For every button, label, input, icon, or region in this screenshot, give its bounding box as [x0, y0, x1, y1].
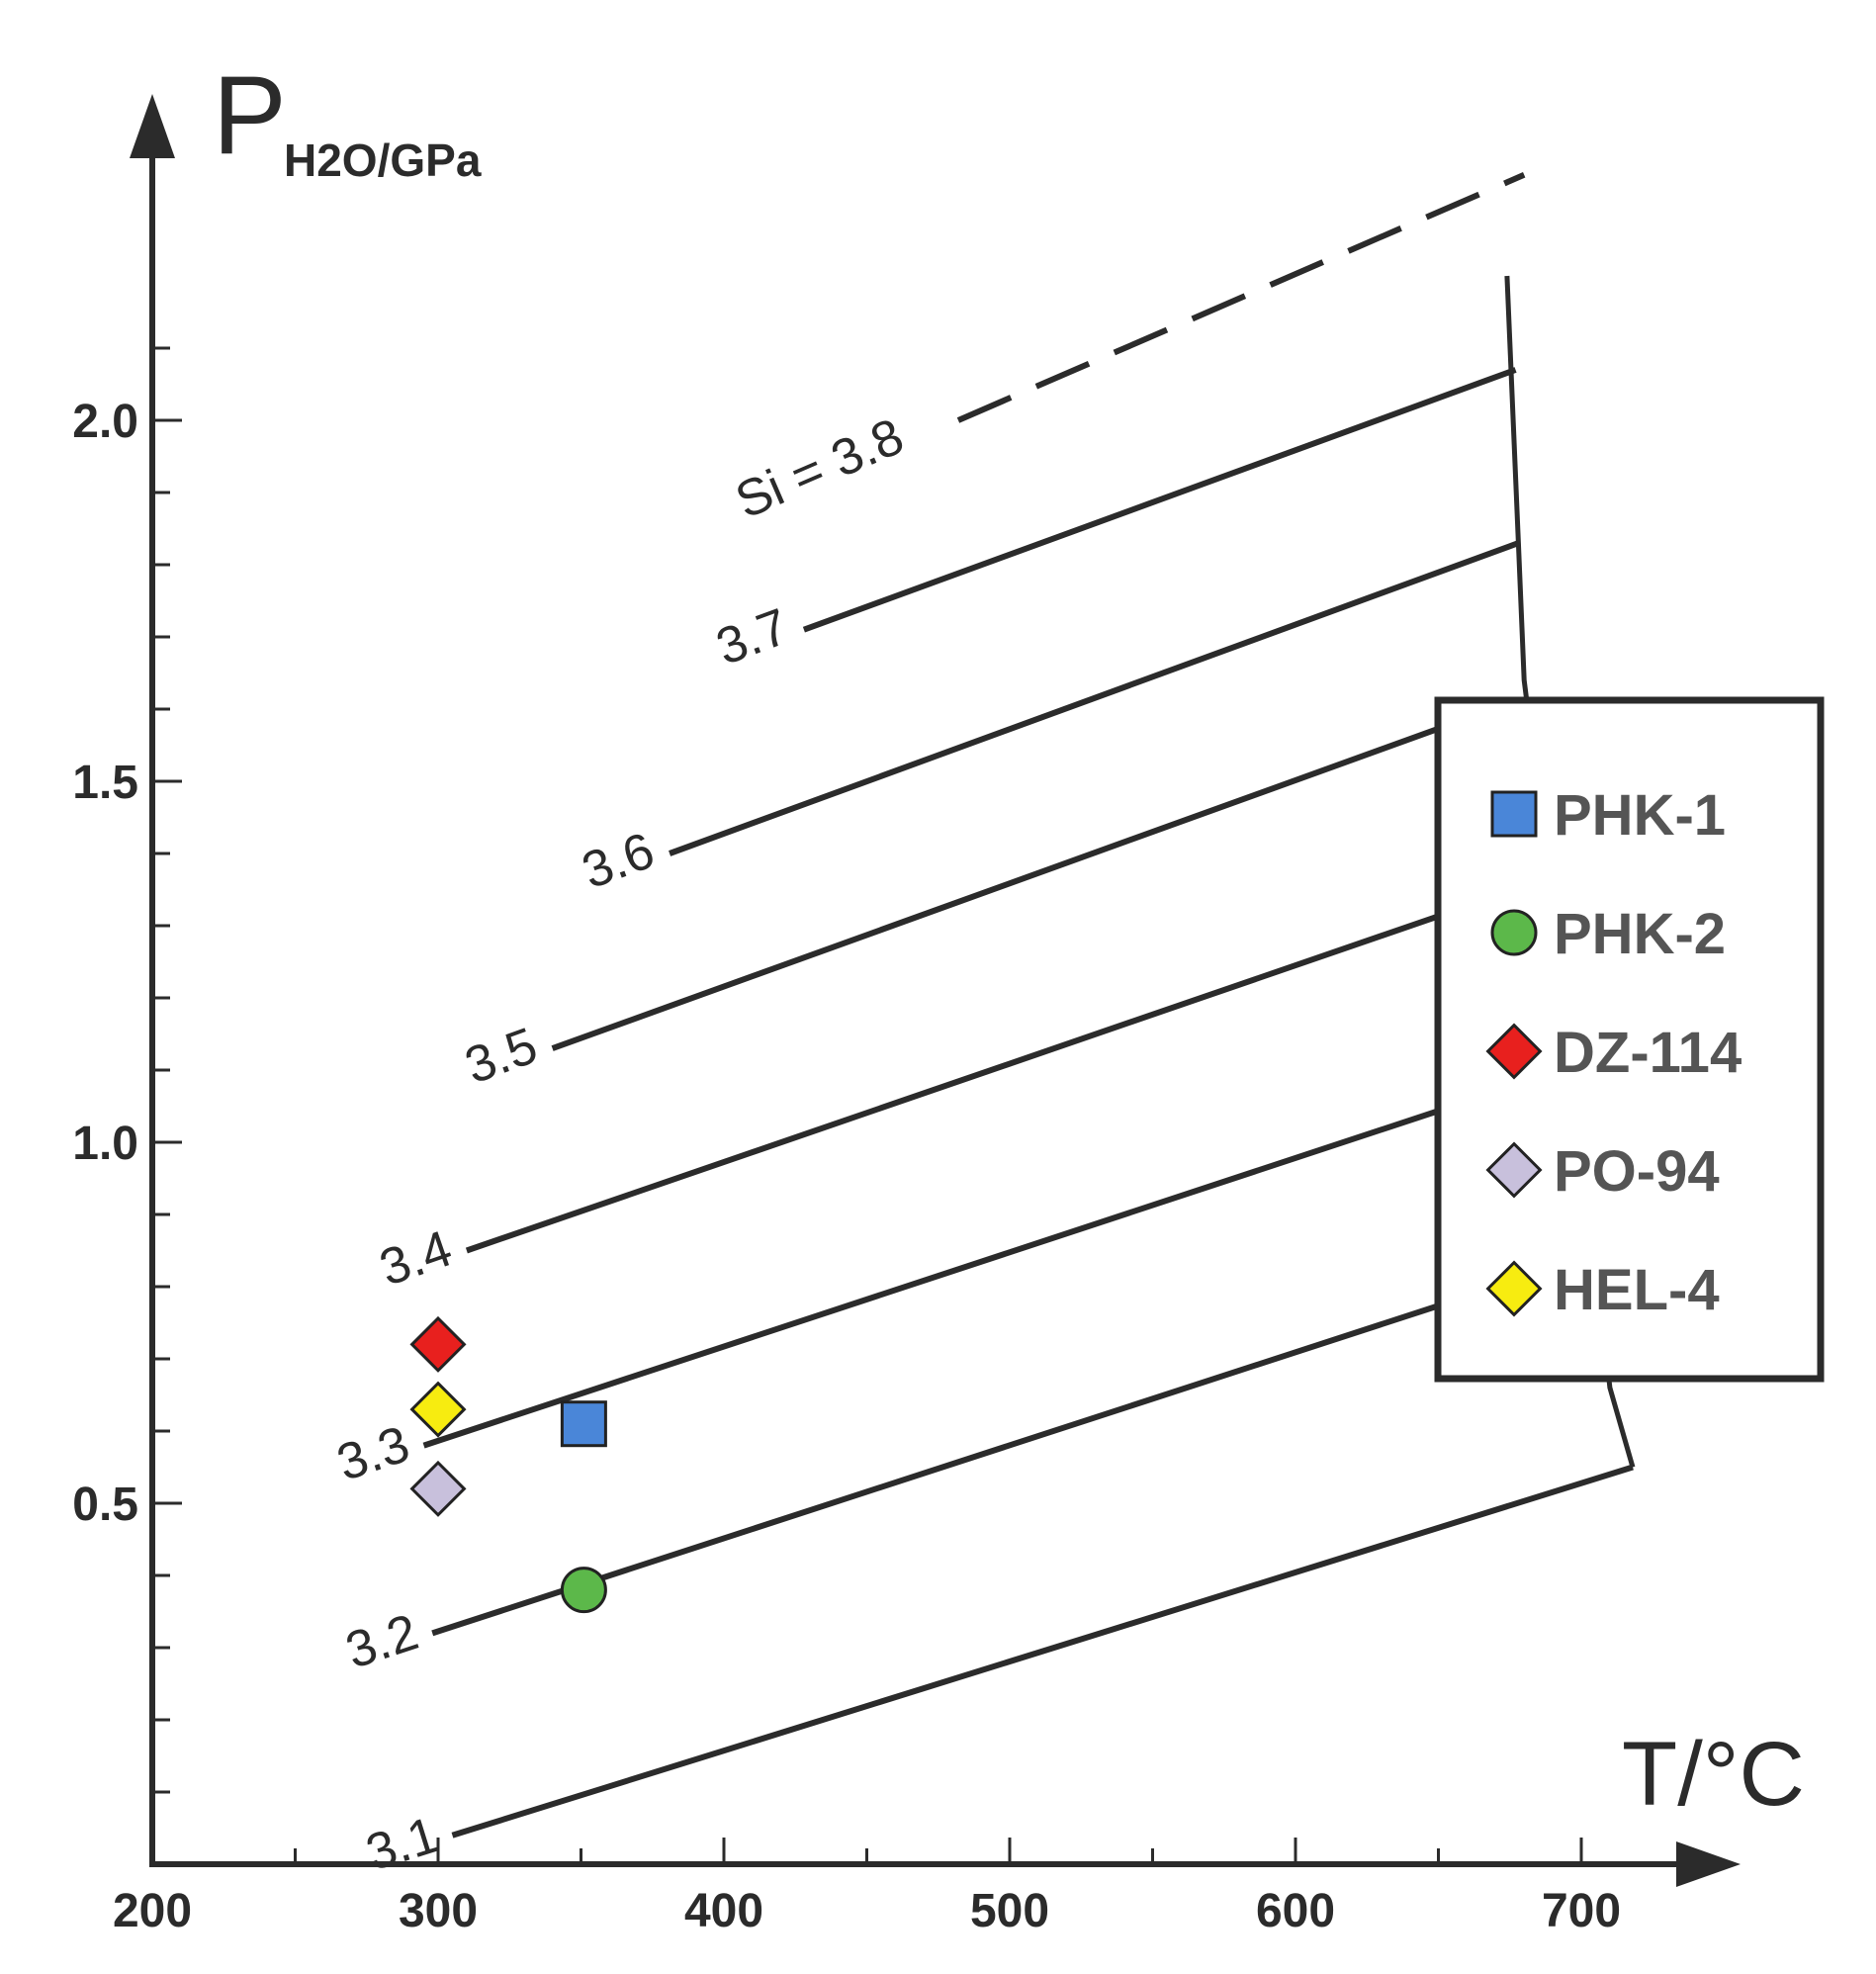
- x-axis-title: T/°C: [1622, 1724, 1805, 1825]
- marker-phk-2: [560, 1567, 607, 1614]
- legend-label-hel-4: HEL-4: [1554, 1258, 1720, 1322]
- legend-marker-phk-1: [1490, 790, 1538, 838]
- isopleth-label-3: 3.5: [458, 1017, 545, 1095]
- isopleth-line-3: [551, 720, 1454, 1051]
- y-tick-label: 1.0: [72, 1118, 138, 1170]
- legend-label-dz-114: DZ-114: [1554, 1021, 1742, 1085]
- legend-label-po-94: PO-94: [1554, 1139, 1720, 1204]
- x-axis-arrow-icon: [1676, 1841, 1741, 1887]
- legend-label-phk-2: PHK-2: [1554, 902, 1726, 966]
- legend: PHK-1 PHK-2 DZ-114 PO-94 HEL-4: [1434, 696, 1825, 1383]
- marker-po-94: [409, 1460, 467, 1517]
- axis-ticks: 200 300 400 500 600 700 0.5 1.0 1.5 2.0: [72, 346, 1621, 1937]
- x-tick-label: 300: [399, 1885, 478, 1937]
- x-tick-label: 400: [684, 1885, 763, 1937]
- isopleth-label-6: 3.2: [339, 1603, 425, 1680]
- isopleth-label-7: 3.1: [360, 1806, 445, 1882]
- data-markers: [409, 1315, 607, 1614]
- legend-marker-hel-4: [1485, 1260, 1543, 1317]
- isopleth-labels: Si = 3.8 3.7 3.6 3.5 3.4 3.3 3.2 3.1: [330, 407, 912, 1882]
- isopleth-label-2: 3.6: [575, 822, 662, 900]
- isopleth-label-1: 3.7: [709, 598, 796, 676]
- legend-label-phk-1: PHK-1: [1554, 783, 1726, 848]
- y-axis-arrow-icon: [130, 94, 175, 158]
- y-axis-title: P: [213, 53, 287, 177]
- isopleth-label-4: 3.4: [373, 1219, 459, 1297]
- y-tick-label: 1.5: [72, 757, 138, 809]
- x-tick-label: 600: [1256, 1885, 1335, 1937]
- y-tick-label: 2.0: [72, 396, 138, 448]
- y-axis-title-sub: H2O/GPa: [284, 135, 482, 186]
- isopleth-line-4: [465, 908, 1454, 1254]
- y-tick-label: 0.5: [72, 1479, 138, 1531]
- marker-dz-114: [409, 1315, 467, 1373]
- isopleth-line-0: [956, 172, 1526, 423]
- isopleth-label-0: Si = 3.8: [728, 407, 912, 530]
- marker-phk-1: [560, 1400, 607, 1448]
- isopleth-label-5: 3.3: [330, 1415, 416, 1492]
- marker-hel-4: [409, 1381, 467, 1438]
- isopleth-line-1: [802, 367, 1517, 633]
- legend-marker-phk-2: [1490, 909, 1538, 956]
- legend-marker-po-94: [1485, 1141, 1543, 1199]
- isopleth-line-7: [451, 1464, 1634, 1839]
- isopleth-line-5: [422, 1103, 1454, 1449]
- isopleth-line-2: [669, 540, 1520, 856]
- x-tick-label: 700: [1542, 1885, 1621, 1937]
- legend-marker-dz-114: [1485, 1023, 1543, 1080]
- x-tick-label: 500: [970, 1885, 1049, 1937]
- y-axis-title-main: P: [213, 53, 287, 177]
- x-tick-label: 200: [113, 1885, 192, 1937]
